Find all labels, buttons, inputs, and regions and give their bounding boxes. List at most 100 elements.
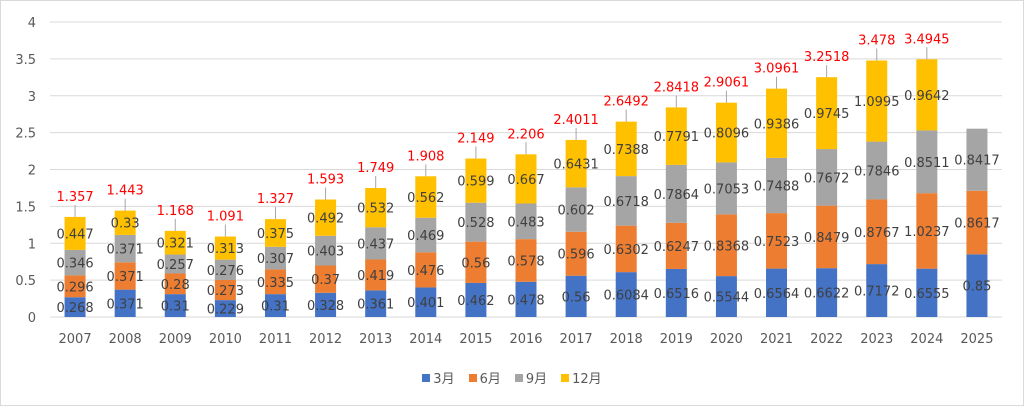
total-label: 3.0961 — [754, 62, 800, 77]
data-label: 0.528 — [457, 216, 494, 231]
y-tick-label: 4 — [28, 16, 36, 31]
bar-segment — [64, 249, 86, 276]
bar-segment — [465, 202, 487, 242]
bar-segment — [415, 176, 437, 218]
data-label: 0.9745 — [804, 107, 850, 122]
data-label: 0.6247 — [654, 240, 700, 255]
total-label: 3.2518 — [804, 50, 850, 65]
bar-segment — [615, 225, 637, 273]
bar-segment — [966, 254, 988, 317]
data-label: 0.492 — [307, 212, 344, 227]
total-label: 1.091 — [207, 210, 244, 225]
bar-segment — [264, 269, 286, 295]
bar-segment — [164, 294, 186, 317]
legend-item-6月: 6月 — [468, 368, 501, 387]
bar-segment — [214, 300, 236, 317]
x-tick-label: 2013 — [359, 332, 392, 347]
bar-segment — [365, 290, 387, 317]
data-label: 0.7864 — [654, 188, 700, 203]
data-label: 0.8417 — [954, 154, 1000, 169]
legend-item-12月: 12月 — [561, 368, 602, 387]
data-label: 0.8479 — [804, 231, 850, 246]
data-label: 0.6431 — [553, 158, 599, 173]
data-label: 0.31 — [261, 300, 290, 315]
total-label: 2.206 — [507, 127, 544, 142]
total-label: 1.593 — [307, 173, 344, 188]
bar-segment — [64, 216, 86, 250]
data-label: 0.7791 — [654, 130, 700, 145]
data-label: 0.371 — [107, 270, 144, 285]
bar-segment — [315, 265, 337, 293]
bar-segment — [715, 162, 737, 215]
bar-segment — [64, 275, 86, 298]
x-tick-label: 2025 — [960, 332, 993, 347]
data-label: 0.532 — [357, 202, 394, 217]
bar-segment — [515, 239, 537, 282]
total-label: 1.908 — [407, 149, 444, 164]
data-label: 0.296 — [56, 280, 93, 295]
y-tick-label: 0.5 — [15, 274, 36, 289]
bar-segment — [916, 268, 938, 317]
bar-segment — [565, 275, 587, 317]
bar-segment — [164, 273, 186, 295]
bar-segment — [766, 157, 788, 214]
bar-segment — [715, 214, 737, 277]
data-label: 0.6516 — [654, 287, 700, 302]
bar-segment — [515, 281, 537, 317]
data-label: 0.437 — [357, 237, 394, 252]
y-tick-label: 2.5 — [15, 127, 36, 142]
x-tick-label: 2018 — [610, 332, 643, 347]
bar-segment — [916, 193, 938, 269]
bar-segment — [816, 268, 838, 317]
data-label: 0.7846 — [854, 165, 900, 180]
bar-segment — [866, 264, 888, 317]
bar-segment — [164, 230, 186, 255]
y-tick-label: 2 — [28, 164, 36, 179]
bar-segment — [164, 254, 186, 274]
bar-segment — [966, 190, 988, 255]
bar-segment — [615, 176, 637, 226]
data-label: 0.276 — [207, 264, 244, 279]
total-label: 3.4945 — [904, 32, 950, 47]
total-label: 2.6492 — [603, 95, 649, 110]
data-label: 0.37 — [311, 273, 340, 288]
data-label: 0.307 — [257, 252, 294, 267]
data-label: 0.33 — [111, 217, 140, 232]
data-label: 0.447 — [56, 227, 93, 242]
x-tick-label: 2020 — [710, 332, 743, 347]
bar-segment — [114, 262, 136, 290]
data-label: 0.478 — [507, 293, 544, 308]
bar-segment — [415, 287, 437, 317]
data-label: 0.5544 — [704, 291, 750, 306]
data-label: 0.85 — [962, 280, 991, 295]
bar-segment — [415, 252, 437, 288]
data-label: 0.335 — [257, 276, 294, 291]
bar-segment — [766, 88, 788, 158]
data-label: 0.7172 — [854, 285, 900, 300]
data-label: 0.401 — [407, 296, 444, 311]
data-label: 0.7672 — [804, 171, 850, 186]
legend-label: 12月 — [572, 372, 602, 387]
data-label: 0.602 — [557, 204, 594, 219]
total-label: 1.443 — [107, 184, 144, 199]
data-label: 0.6718 — [603, 195, 649, 210]
bar-segment — [615, 272, 637, 317]
data-label: 0.9642 — [904, 89, 950, 104]
data-label: 0.6564 — [754, 287, 800, 302]
bar-segment — [665, 164, 687, 223]
data-label: 0.562 — [407, 191, 444, 206]
bar-segment — [315, 235, 337, 266]
bar-segment — [866, 60, 888, 142]
y-tick-label: 0 — [28, 311, 36, 326]
legend: 3月 6月 9月 12月 — [0, 368, 1024, 387]
data-label: 0.56 — [461, 256, 490, 271]
bar-segment — [615, 121, 637, 177]
data-label: 0.667 — [507, 173, 544, 188]
bar-segment — [465, 282, 487, 317]
bar-segment — [565, 231, 587, 276]
bar-segment — [264, 219, 286, 247]
bar-segment — [114, 234, 136, 263]
x-tick-label: 2009 — [159, 332, 192, 347]
bar-segment — [214, 279, 236, 301]
